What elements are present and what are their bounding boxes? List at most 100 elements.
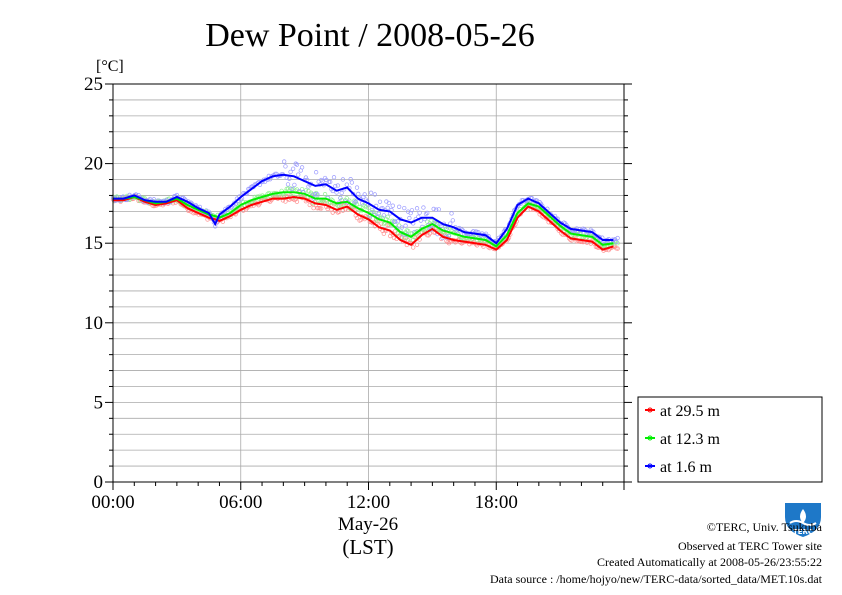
scatter-point [414, 206, 420, 211]
scatter-point [294, 199, 300, 204]
scatter-point [421, 205, 426, 210]
scatter-point [370, 207, 375, 213]
grid-lines [113, 84, 624, 482]
scatter-point [449, 211, 454, 216]
x-tick-label: 06:00 [219, 492, 262, 513]
scatter-point [338, 195, 343, 201]
scatter-point [407, 215, 412, 221]
scatter-point [335, 183, 340, 188]
scatter-point [319, 177, 324, 183]
scatter-point [361, 194, 366, 200]
scatter-point [436, 207, 441, 212]
y-tick-label: 25 [84, 74, 103, 95]
scatter-point [417, 210, 422, 215]
scatter-point [411, 245, 416, 250]
scatter-point [397, 204, 402, 209]
series-line [113, 195, 614, 251]
series-lines [113, 173, 614, 251]
scatter-point [368, 190, 374, 195]
scatter-point [285, 182, 291, 187]
scatter-point [414, 242, 420, 247]
scatter-point [615, 246, 620, 251]
scatter-point [354, 185, 360, 190]
scatter-point [283, 164, 288, 169]
scatter-point [432, 220, 438, 225]
scatter-point [292, 182, 297, 188]
legend-entry: at 12.3 m [660, 431, 721, 448]
y-tick-label: 5 [94, 392, 104, 413]
legend-marker [647, 463, 653, 469]
scatter-point [294, 162, 300, 167]
scatter-point [399, 225, 404, 230]
scatter-point [336, 209, 342, 214]
scatter-point [299, 165, 305, 170]
scatter-point [362, 192, 367, 197]
scatter-point [353, 199, 358, 204]
wave-icon [789, 520, 817, 526]
scatter-point [423, 211, 429, 217]
legend-box: at 29.5 m at 12.3 m at 1.6 m [637, 396, 823, 483]
series-line [113, 191, 614, 248]
scatter-point [409, 208, 415, 213]
scatter-point [393, 219, 398, 224]
scatter-point [402, 205, 407, 211]
y-tick-label: 15 [84, 233, 103, 254]
y-tick-label: 10 [84, 313, 103, 334]
scatter-point [328, 179, 333, 185]
scatter-point [352, 200, 357, 205]
scatter-point [386, 200, 392, 206]
legend-frame [637, 396, 823, 483]
scatter-point [322, 192, 328, 197]
y-tick-label: 0 [94, 472, 104, 493]
scatter-point [331, 175, 337, 180]
scatter-point [288, 169, 293, 175]
scatter-point [372, 192, 378, 197]
x-tick-labels: 00:00 06:00 12:00 18:00 [91, 482, 625, 513]
scatter-point [326, 200, 332, 206]
scatter-point [326, 179, 332, 185]
scatter-point [363, 204, 369, 210]
scatter-point [391, 235, 397, 241]
scatter-point [282, 159, 287, 164]
y-axis-unit: [°C] [96, 58, 124, 75]
scatter-point [431, 206, 436, 212]
x-tick-label: 18:00 [475, 492, 518, 513]
scatter-point [283, 199, 288, 204]
scatter-point [403, 223, 408, 228]
scatter-point [615, 241, 620, 246]
scatter-point [313, 170, 319, 175]
scatter-point [376, 210, 381, 216]
scatter-point [307, 202, 312, 208]
scatter-point [379, 221, 384, 226]
scatter-point [377, 199, 383, 204]
scatter-point [344, 182, 349, 187]
scatter-point [615, 235, 620, 241]
scatter-point [311, 205, 316, 211]
legend-entry: at 1.6 m [660, 459, 713, 476]
x-tick-label: 12:00 [347, 492, 390, 513]
scatter-point [349, 180, 355, 185]
scatter-point [385, 205, 390, 210]
legend-marker [647, 435, 653, 441]
scatter-point [296, 172, 301, 177]
scatter-point [381, 221, 386, 227]
scatter-point [522, 204, 527, 210]
x-axis-timezone-label: (LST) [342, 535, 393, 559]
droplet-icon [800, 509, 806, 523]
scatter-point [385, 214, 390, 219]
y-tick-label: 20 [84, 154, 103, 175]
scatter-point [319, 206, 324, 211]
chart-title: Dew Point / 2008-05-26 [205, 17, 535, 54]
y-tick-labels: 0 5 10 15 20 25 [84, 74, 632, 493]
copyright-text: ©TERC, Univ. Tsukuba [707, 520, 823, 534]
observed-text: Observed at TERC Tower site [678, 539, 822, 553]
created-text: Created Automatically at 2008-05-26/23:5… [597, 555, 822, 569]
scatter-point [351, 191, 356, 197]
scatter-point [614, 239, 619, 245]
source-text: Data source : /home/hojyo/new/TERC-data/… [490, 572, 823, 586]
series-line [113, 173, 614, 245]
scatter-point [390, 203, 395, 208]
scatter-point [356, 191, 361, 197]
logo-label: TERC [793, 528, 813, 536]
